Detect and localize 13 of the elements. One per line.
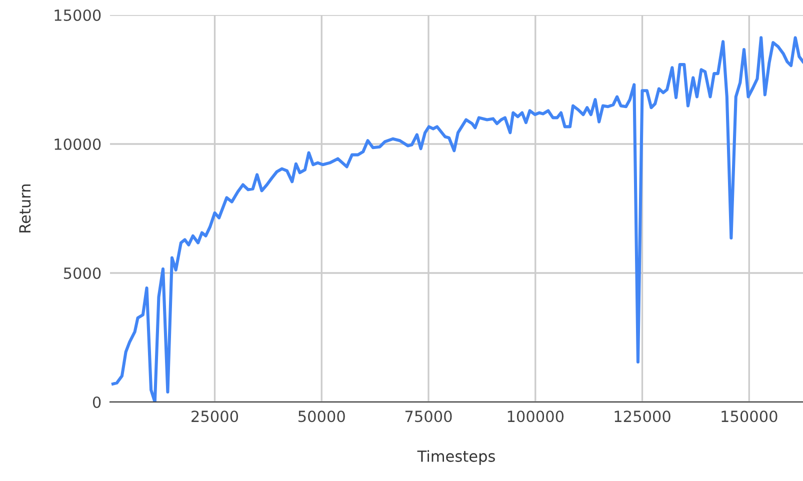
- x-tick-label: 50000: [298, 410, 345, 422]
- x-tick-label: 125000: [614, 410, 670, 422]
- y-tick-label: 15000: [54, 9, 101, 22]
- x-axis-title: Timesteps: [417, 450, 495, 465]
- line-series: [111, 36, 803, 402]
- y-tick-label: 0: [92, 396, 101, 408]
- y-axis-title: Return: [19, 184, 31, 232]
- y-tick-label: 10000: [54, 138, 101, 150]
- x-tick-label: 150000: [722, 410, 778, 422]
- y-tick-label: 5000: [64, 267, 101, 280]
- x-tick-label: 25000: [192, 410, 238, 422]
- x-tick-label: 75000: [405, 410, 452, 422]
- x-tick-label: 100000: [508, 410, 564, 422]
